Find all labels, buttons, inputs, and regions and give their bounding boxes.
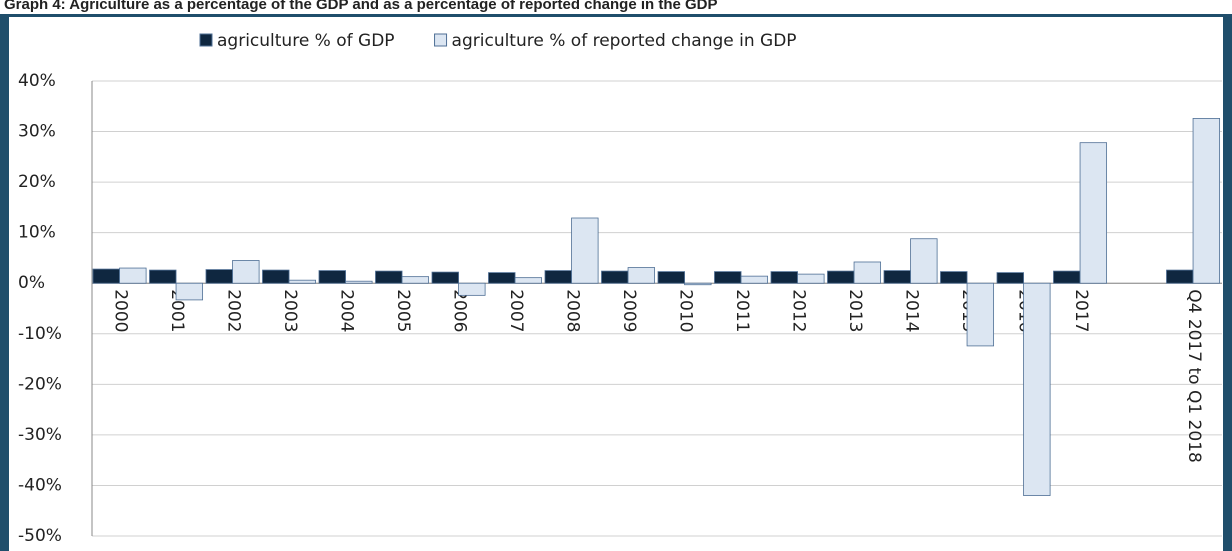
bar — [797, 273, 825, 284]
bar — [1079, 142, 1108, 284]
bar — [288, 279, 317, 284]
bar — [1053, 270, 1081, 284]
bar — [149, 269, 177, 284]
bar — [601, 270, 629, 284]
legend-swatch — [199, 33, 213, 47]
x-tick-label: Q4 2017 to Q1 2018 — [1184, 289, 1204, 463]
bar — [458, 282, 486, 296]
x-tick-label: 2007 — [506, 289, 526, 332]
bar — [401, 276, 430, 284]
y-tick-label: -10% — [18, 324, 62, 344]
y-tick-label: 0% — [18, 273, 45, 293]
x-tick-label: 2004 — [336, 289, 356, 332]
legend-label: agriculture % of reported change in GDP — [452, 31, 797, 51]
y-tick-label: 20% — [18, 172, 56, 192]
bar — [627, 267, 656, 284]
bar — [740, 275, 769, 284]
bar — [770, 271, 798, 284]
x-tick-label: 2011 — [732, 289, 752, 332]
bar — [232, 260, 260, 284]
bar — [431, 271, 459, 284]
legend-label: agriculture % of GDP — [217, 31, 395, 51]
bar — [544, 270, 572, 284]
legend-swatch — [434, 33, 448, 47]
bar — [92, 268, 120, 284]
y-tick-label: -20% — [18, 374, 62, 394]
y-tick-label: -30% — [18, 425, 62, 445]
x-tick-label: 2014 — [901, 289, 921, 332]
x-tick-label: 2008 — [562, 289, 582, 332]
bar — [119, 267, 147, 284]
y-tick-label: 40% — [18, 71, 56, 91]
bar — [657, 271, 685, 284]
bar — [1023, 282, 1051, 496]
bar — [571, 217, 599, 284]
bar — [940, 271, 968, 284]
x-tick-label: 2012 — [788, 289, 808, 332]
x-tick-label: 2010 — [675, 289, 695, 332]
bar — [910, 238, 938, 284]
bar — [345, 280, 373, 284]
y-tick-label: 10% — [18, 223, 56, 243]
bar — [827, 270, 855, 284]
y-tick-label: -40% — [18, 475, 62, 495]
x-tick-label: 2000 — [110, 289, 130, 332]
bar — [514, 277, 543, 284]
y-tick-label: 30% — [18, 122, 56, 142]
bar — [175, 282, 204, 301]
bar — [262, 269, 290, 284]
bar — [684, 282, 712, 286]
y-tick-label: -50% — [18, 526, 62, 546]
bar — [853, 261, 882, 284]
bar — [318, 270, 346, 284]
x-tick-label: 2006 — [449, 289, 469, 332]
x-tick-label: 2013 — [845, 289, 865, 332]
plot-background — [9, 17, 1223, 551]
x-tick-label: 2003 — [280, 289, 300, 332]
bar — [883, 270, 911, 284]
bar — [996, 272, 1024, 284]
x-tick-label: 2005 — [393, 289, 413, 332]
bar — [375, 270, 403, 284]
bar — [1192, 118, 1221, 284]
x-tick-label: 2002 — [223, 289, 243, 332]
bar — [966, 282, 995, 347]
x-tick-label: 2009 — [619, 289, 639, 332]
bar — [488, 272, 516, 284]
chart-title: Graph 4: Agriculture as a percentage of … — [4, 0, 718, 13]
bar — [714, 271, 742, 284]
x-tick-label: 2017 — [1071, 289, 1091, 332]
bar — [205, 269, 233, 284]
bar — [1166, 269, 1194, 284]
